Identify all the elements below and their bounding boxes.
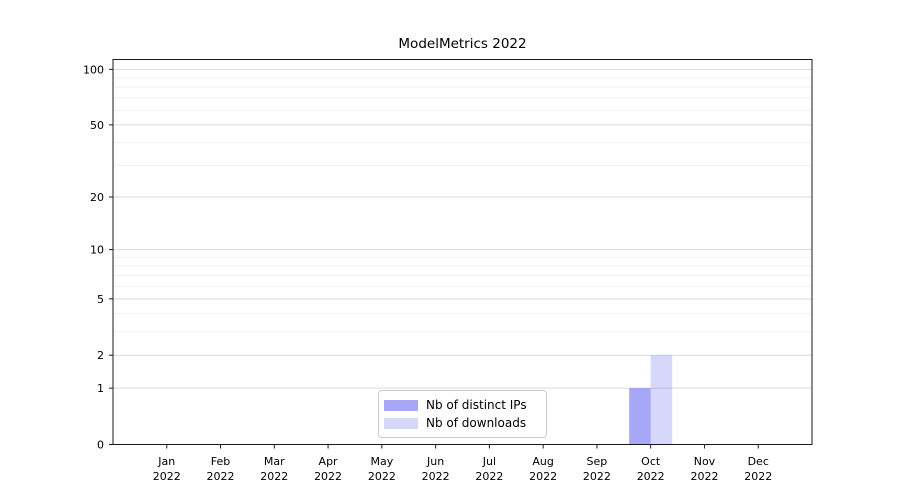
legend-swatch-downloads: [384, 417, 418, 429]
bar-downloads: [650, 355, 673, 445]
bar-distinct-ips: [629, 388, 651, 445]
x-tick-label: Aug 2022: [529, 455, 557, 483]
x-tick-label: May 2022: [368, 455, 396, 483]
y-tick-label: 100: [83, 63, 104, 76]
y-tick-label: 20: [90, 191, 104, 204]
x-tick-label: Nov 2022: [690, 455, 718, 483]
x-tick-label: Dec 2022: [744, 455, 772, 483]
x-tick-label: Jul 2022: [475, 455, 503, 483]
legend: Nb of distinct IPs Nb of downloads: [378, 390, 547, 438]
y-tick-label: 1: [97, 382, 104, 395]
x-tick-label: Feb 2022: [207, 455, 235, 483]
x-tick-label: Sep 2022: [583, 455, 611, 483]
legend-label-distinct-ips: Nb of distinct IPs: [426, 398, 527, 412]
legend-swatch-distinct-ips: [384, 399, 418, 411]
legend-item-distinct-ips: Nb of distinct IPs: [384, 398, 540, 412]
legend-label-downloads: Nb of downloads: [426, 416, 527, 430]
x-tick-label: Oct 2022: [637, 455, 665, 483]
y-tick-label: 0: [97, 439, 104, 452]
x-tick-label: Jan 2022: [153, 455, 181, 483]
legend-item-downloads: Nb of downloads: [384, 416, 540, 430]
y-tick-label: 2: [97, 349, 104, 362]
plot-border: [112, 59, 813, 445]
y-tick-label: 50: [90, 119, 104, 132]
x-tick-label: Mar 2022: [260, 455, 288, 483]
y-tick-label: 10: [90, 244, 104, 257]
x-tick-label: Jun 2022: [422, 455, 450, 483]
chart-title: ModelMetrics 2022: [398, 36, 527, 52]
y-tick-label: 5: [97, 293, 104, 306]
x-tick-label: Apr 2022: [314, 455, 342, 483]
